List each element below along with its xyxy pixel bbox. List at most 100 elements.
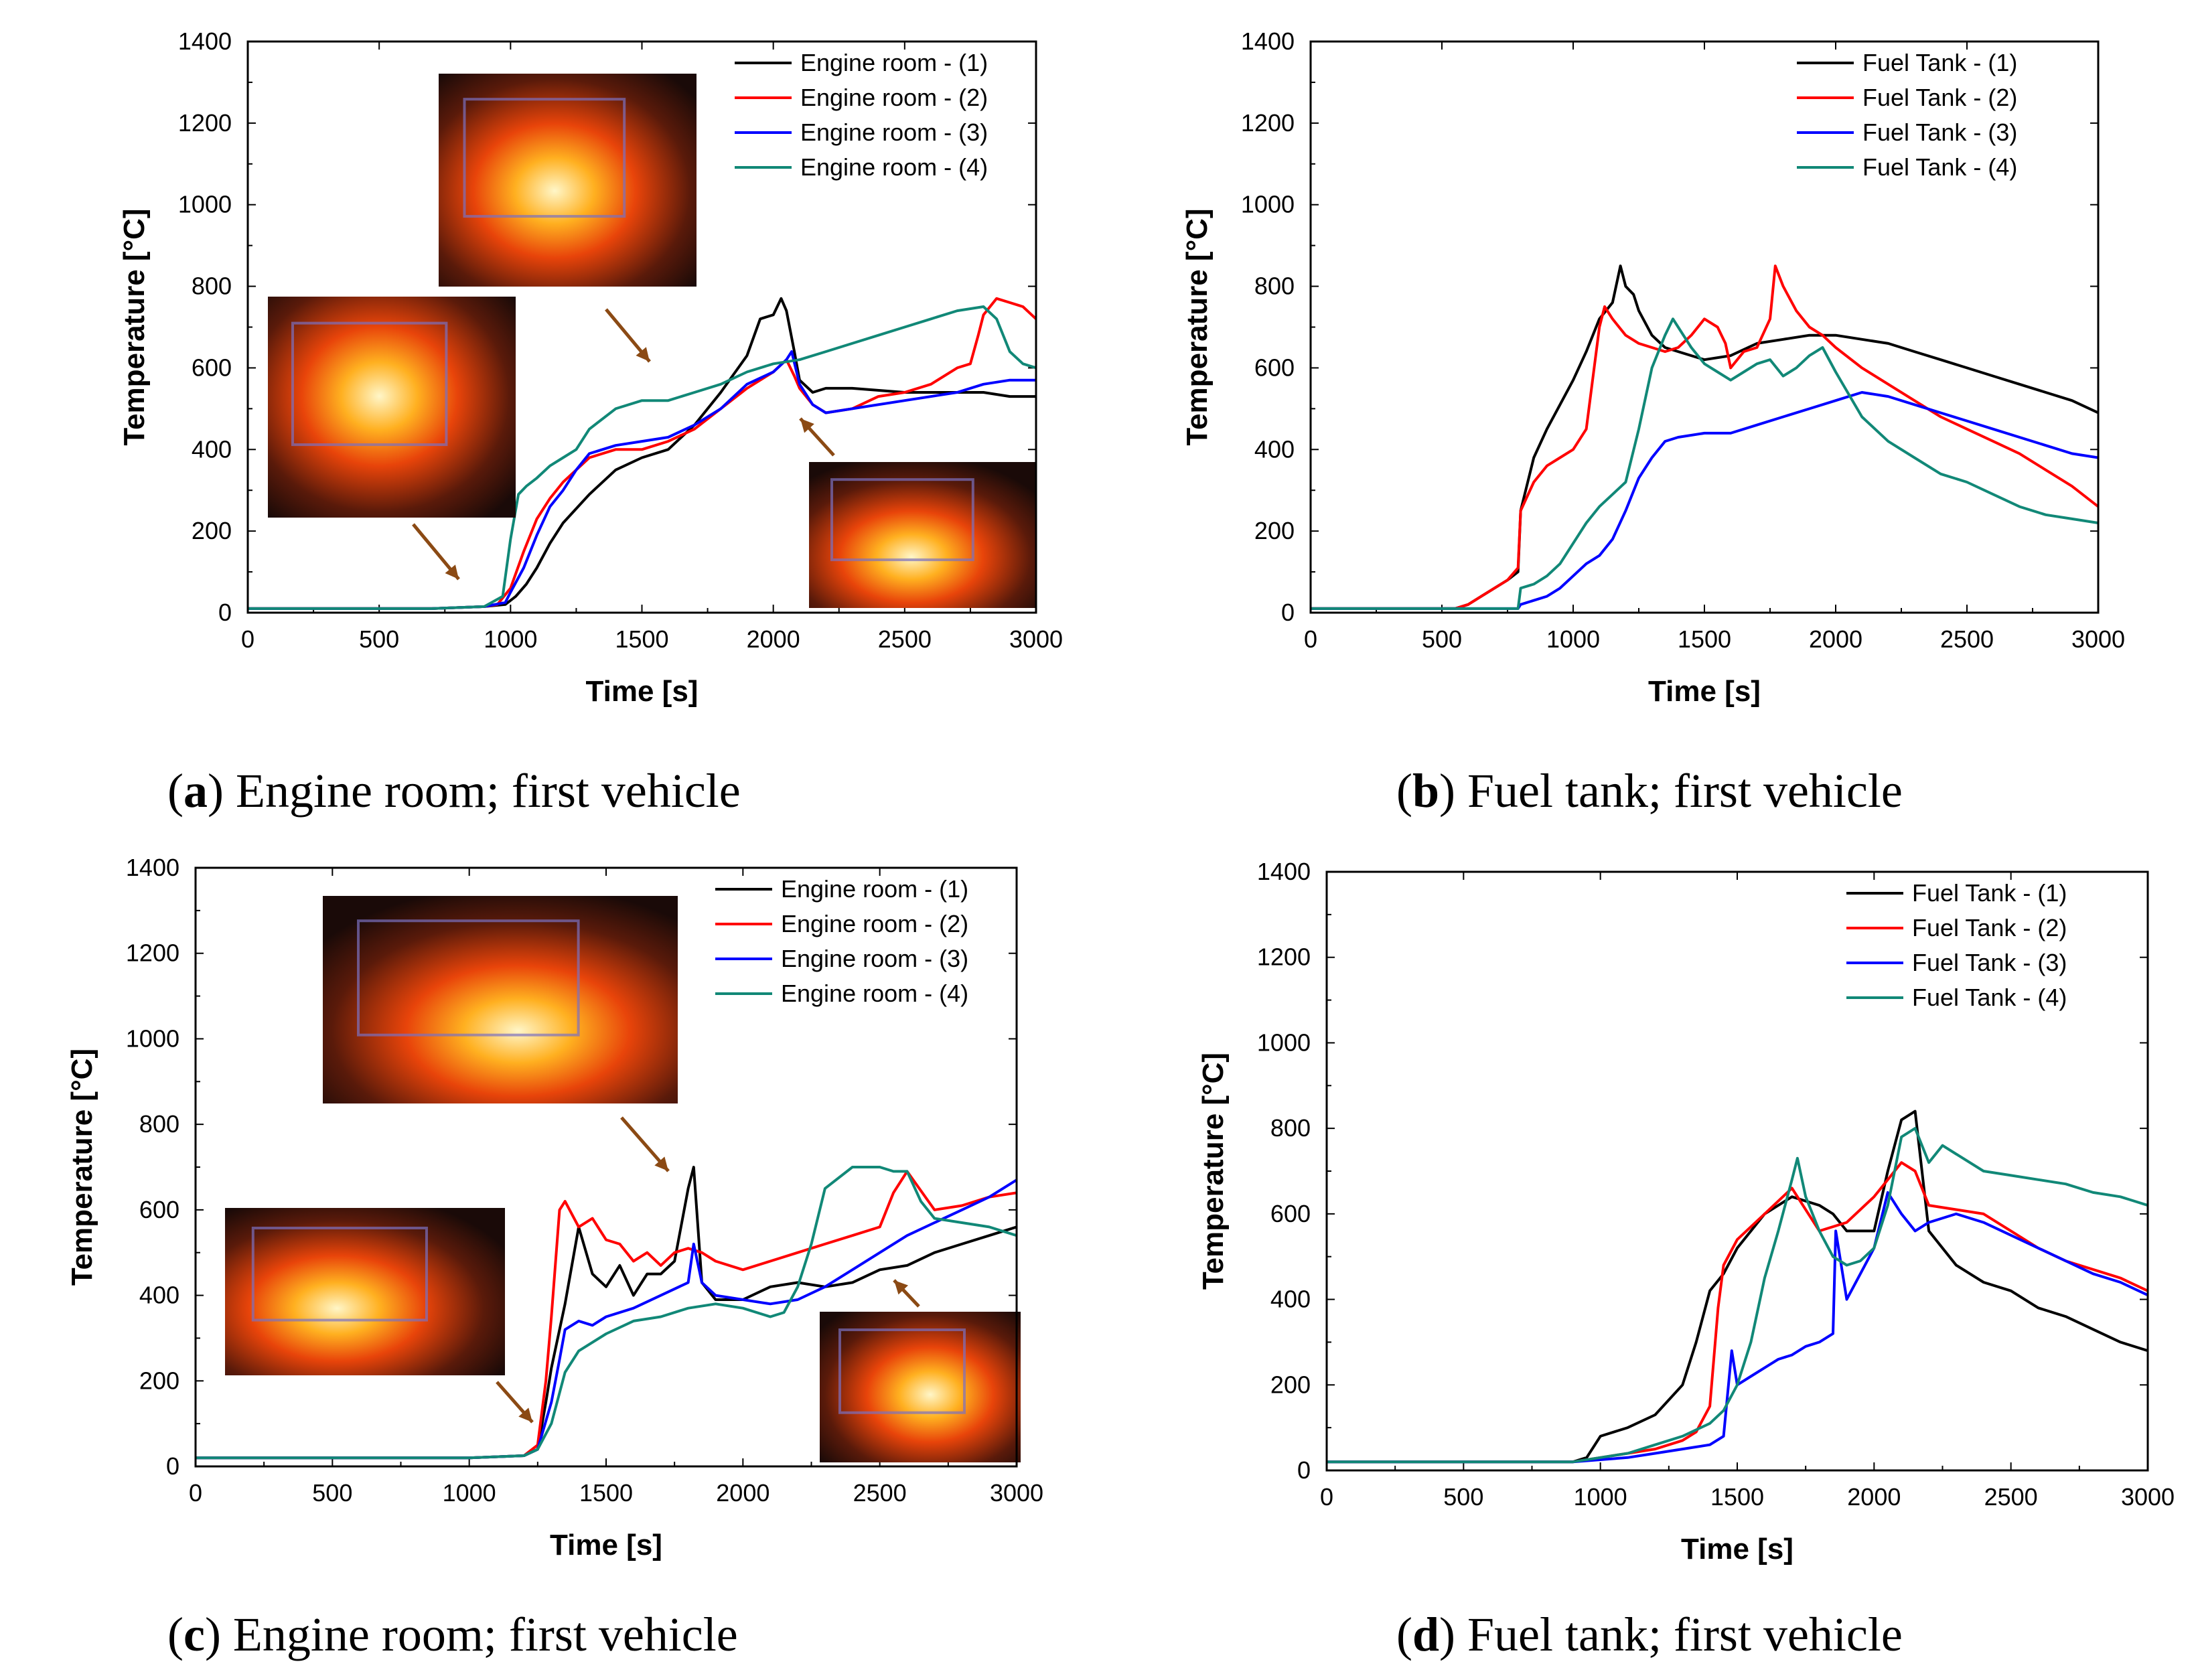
y-tick-label: 200 [139, 1367, 179, 1394]
series-line-4 [1327, 1127, 2148, 1464]
y-tick-label: 600 [139, 1196, 179, 1223]
y-tick-label: 1400 [1257, 858, 1311, 885]
x-tick-label: 3000 [1009, 625, 1063, 653]
fire-photo [439, 74, 697, 287]
caption-c: (c) Engine room; first vehicle [167, 1608, 738, 1661]
y-tick-label: 400 [1270, 1286, 1311, 1313]
legend-label: Engine room - (1) [800, 49, 988, 76]
y-tick-label: 1200 [178, 109, 232, 137]
plot-frame [194, 866, 1018, 1468]
series-line-1 [196, 1166, 1017, 1460]
series-line-1 [248, 297, 1036, 610]
legend: Engine room - (1) Engine room - (2) Engine… [715, 875, 968, 1007]
legend-label: Engine room - (1) [781, 875, 968, 903]
series-line-2 [1327, 1161, 2148, 1464]
x-tick-label: 2000 [1809, 625, 1862, 653]
x-tick-label: 2000 [716, 1479, 770, 1507]
legend-label: Engine room - (4) [781, 980, 968, 1007]
caption-d: (d) Fuel tank; first vehicle [1396, 1608, 1903, 1661]
y-tick-label: 600 [1254, 354, 1295, 381]
x-axis-title: Time [s] [1648, 675, 1761, 708]
fire-photo [225, 1208, 505, 1375]
fire-photo [809, 462, 1037, 608]
series-line-1 [1311, 264, 2098, 610]
y-tick-label: 1000 [1257, 1028, 1311, 1056]
plot-frame [246, 40, 1037, 614]
caption-label: d [1412, 1608, 1440, 1661]
x-axis-title: Time [s] [550, 1529, 662, 1561]
legend: Fuel Tank - (1) Fuel Tank - (2) Fuel Tank … [1797, 49, 2017, 181]
y-tick-label: 0 [1297, 1456, 1311, 1484]
fire-photo [323, 896, 678, 1103]
legend-label: Fuel Tank - (1) [1862, 49, 2017, 76]
fire-photo [820, 1312, 1021, 1462]
series-line-3 [1327, 1191, 2148, 1464]
y-axis-title: Temperature [°C] [118, 208, 151, 445]
pointer-arrow [799, 417, 835, 457]
legend-label: Engine room - (3) [800, 119, 988, 146]
chart-panel-d: 0 500 1000 1500 2000 2500 3000 0 200 400 600 800 100… [1197, 858, 2175, 1566]
legend: Fuel Tank - (1) Fuel Tank - (2) Fuel Tank … [1846, 879, 2067, 1011]
caption-text: ) Fuel tank; first vehicle [1439, 1608, 1903, 1661]
caption-a: (a) Engine room; first vehicle [167, 764, 741, 818]
x-tick-label: 0 [1320, 1483, 1333, 1511]
legend-label: Fuel Tank - (4) [1862, 153, 2017, 181]
plot-frame [1325, 870, 2149, 1472]
y-tick-label: 200 [1254, 517, 1295, 544]
x-tick-label: 0 [241, 625, 254, 653]
y-axis-title: Temperature [°C] [66, 1049, 98, 1286]
y-tick-label: 1200 [1257, 943, 1311, 971]
legend-label: Fuel Tank - (4) [1912, 984, 2067, 1011]
y-tick-label: 1200 [1241, 109, 1295, 137]
caption-label: c [183, 1608, 205, 1661]
y-tick-label: 0 [1281, 599, 1295, 626]
legend-label: Engine room - (2) [800, 84, 988, 111]
x-tick-label: 1500 [615, 625, 668, 653]
series-line-2 [1311, 264, 2098, 610]
x-tick-label: 1000 [1546, 625, 1600, 653]
legend: Engine room - (1) Engine room - (2) Engine… [735, 49, 988, 181]
legend-label: Engine room - (4) [800, 153, 988, 181]
y-tick-label: 1400 [1241, 27, 1295, 55]
x-tick-label: 1500 [579, 1479, 633, 1507]
caption-text: ) Engine room; first vehicle [207, 764, 741, 818]
caption-label: a [183, 764, 208, 818]
caption-text: ) Fuel tank; first vehicle [1439, 764, 1903, 818]
y-tick-label: 0 [166, 1452, 179, 1480]
legend-label: Fuel Tank - (3) [1912, 949, 2067, 976]
legend-label: Engine room - (3) [781, 945, 968, 972]
x-tick-label: 3000 [2121, 1483, 2175, 1511]
y-tick-label: 1400 [178, 27, 232, 55]
x-tick-label: 500 [1422, 625, 1462, 653]
legend-label: Fuel Tank - (1) [1912, 879, 2067, 907]
y-tick-label: 400 [139, 1282, 179, 1309]
y-tick-label: 600 [192, 354, 232, 381]
x-axis-title: Time [s] [586, 675, 699, 708]
x-tick-label: 500 [359, 625, 399, 653]
series-line-3 [196, 1178, 1017, 1460]
x-tick-label: 2500 [1984, 1483, 2038, 1511]
plot-frame [1309, 40, 2100, 614]
y-tick-label: 1400 [126, 854, 179, 881]
chart-panel-b: 0 500 1000 1500 2000 2500 3000 0 200 400 600 800 100… [1181, 27, 2125, 708]
y-tick-label: 0 [218, 599, 232, 626]
series-line-2 [196, 1170, 1017, 1460]
x-axis-title: Time [s] [1681, 1533, 1793, 1566]
y-tick-label: 400 [1254, 435, 1295, 463]
y-tick-label: 1200 [126, 939, 179, 967]
y-tick-label: 600 [1270, 1200, 1311, 1227]
x-tick-label: 2500 [853, 1479, 907, 1507]
pointer-arrow [893, 1279, 920, 1308]
x-tick-label: 3000 [990, 1479, 1043, 1507]
y-tick-label: 400 [192, 435, 232, 463]
legend-label: Engine room - (2) [781, 910, 968, 937]
x-tick-label: 3000 [2071, 625, 2125, 653]
pointer-arrow [412, 523, 460, 581]
series-line-3 [248, 350, 1036, 610]
x-tick-label: 0 [1304, 625, 1317, 653]
y-tick-label: 800 [192, 273, 232, 300]
legend-label: Fuel Tank - (2) [1862, 84, 2017, 111]
series-line-4 [1311, 317, 2098, 610]
x-tick-label: 2500 [1940, 625, 1994, 653]
caption-text: ) Engine room; first vehicle [204, 1608, 738, 1661]
